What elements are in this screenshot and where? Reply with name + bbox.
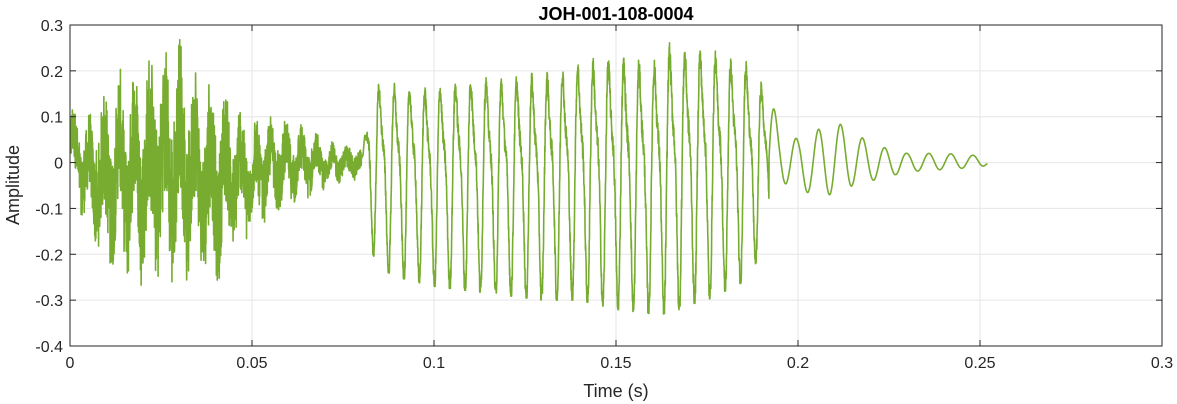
x-axis-label: Time (s) — [583, 381, 648, 401]
chart-title: JOH-001-108-0004 — [538, 4, 693, 24]
y-tick-label: -0.1 — [35, 201, 63, 218]
x-tick-label: 0.2 — [787, 355, 809, 372]
y-axis-label: Amplitude — [3, 145, 23, 225]
x-tick-label: 0.25 — [964, 355, 995, 372]
series-line-amplitude — [70, 38, 988, 315]
y-tick-label: 0.3 — [41, 18, 63, 35]
y-axis: -0.4 -0.3 -0.2 -0.1 0 0.1 0.2 0.3 — [35, 18, 1162, 356]
x-axis: 0 0.05 0.1 0.15 0.2 0.25 0.3 — [66, 25, 1173, 372]
y-tick-label: -0.2 — [35, 247, 63, 264]
x-tick-label: 0.05 — [236, 355, 267, 372]
y-tick-label: 0.1 — [41, 110, 63, 127]
y-tick-label: -0.4 — [35, 339, 63, 356]
x-tick-label: 0.1 — [423, 355, 445, 372]
y-tick-label: -0.3 — [35, 293, 63, 310]
y-tick-label: 0.2 — [41, 64, 63, 81]
y-tick-label: 0 — [54, 156, 63, 173]
x-tick-label: 0 — [66, 355, 75, 372]
x-tick-label: 0.15 — [600, 355, 631, 372]
x-tick-label: 0.3 — [1151, 355, 1173, 372]
